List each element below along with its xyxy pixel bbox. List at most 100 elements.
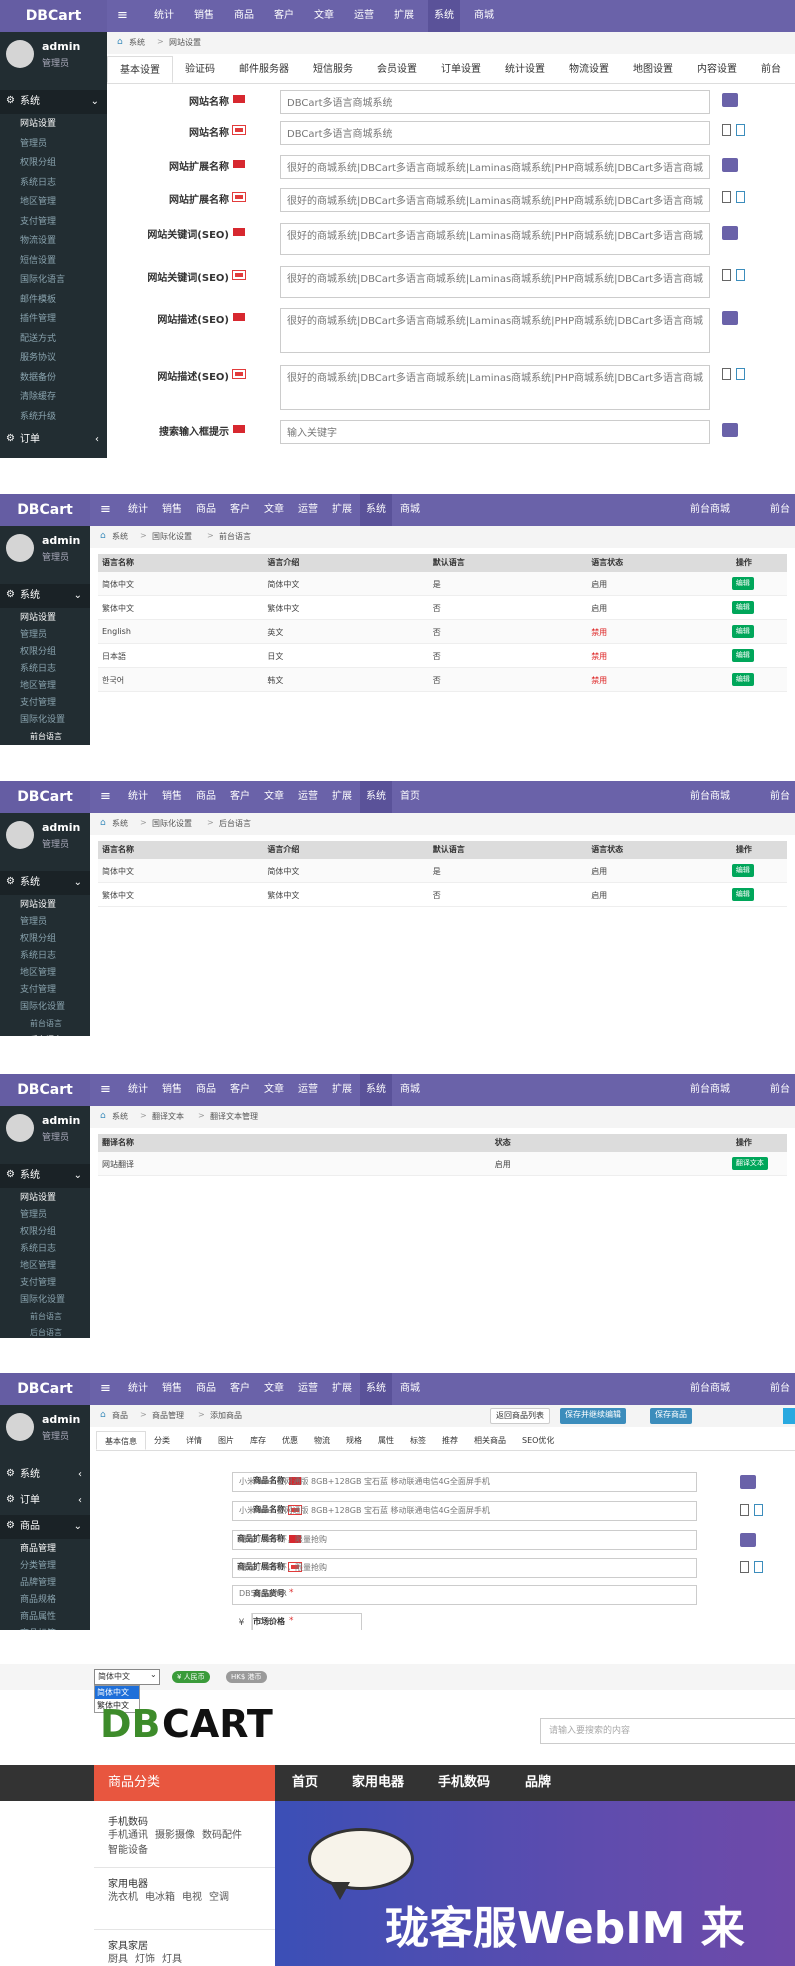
breadcrumb-item[interactable]: 国际化设置 [152,819,192,828]
sidebar-item[interactable]: 地区管理 [20,1261,57,1271]
menu-item[interactable]: 客户 [230,504,250,515]
breadcrumb-item[interactable]: 翻译文本管理 [210,1112,258,1121]
action-button[interactable]: 保存并继续编辑 [560,1408,626,1424]
menu-item[interactable]: 商品 [196,504,216,515]
sidebar-item[interactable]: 配送方式 [20,333,57,344]
sidebar-subitem[interactable]: 前台语言 [30,1019,62,1028]
breadcrumb-item[interactable]: 翻译文本 [152,1112,184,1121]
edit-button[interactable]: 编辑 [731,864,754,877]
sidebar-item[interactable]: 国际化设置 [20,715,66,725]
breadcrumb-item[interactable]: 系统 [112,532,128,541]
edit-button[interactable]: 翻译文本 [731,1157,768,1170]
copy-icon[interactable] [722,124,731,136]
menu-item[interactable]: 文章 [264,504,284,515]
breadcrumb-item[interactable]: 商品管理 [152,1411,184,1420]
text-input[interactable]: 输入关键字 [280,420,710,444]
sidebar-item[interactable]: 清除缓存 [20,392,57,402]
sidebar-item[interactable]: 网站设置 [20,119,57,129]
menu-item[interactable]: 系统 [428,0,460,32]
tab[interactable]: 内容设置 [697,64,737,75]
tab[interactable]: 规格 [346,1436,362,1445]
action-button[interactable]: 保存商品 [650,1408,692,1424]
menu-item[interactable]: 商品 [196,1084,216,1095]
menu-item[interactable]: 系统 [360,781,392,813]
text-input[interactable]: 小米Mix3 全网通版 8GB+128GB 宝石蓝 移动联通电信4G全面屏手机 [232,1501,697,1521]
sidebar-group[interactable]: ⚙ 订单 ‹ [0,428,107,452]
sidebar-item[interactable]: 系统日志 [20,1244,57,1254]
top-link[interactable]: 前台 [770,1084,790,1095]
sidebar-group[interactable]: ⚙ 系统 ⌄ [0,1164,90,1188]
translate-button[interactable] [722,158,738,172]
search-input[interactable]: 请输入要搜索的内容 [540,1718,795,1744]
top-link[interactable]: 前台 [770,1383,790,1394]
sidebar-item[interactable]: 权限分组 [20,1227,57,1237]
tab[interactable]: 属性 [378,1436,394,1445]
menu-item[interactable]: 系统 [360,494,392,526]
menu-item[interactable]: 销售 [162,504,182,515]
top-link[interactable]: 前台商城 [690,791,730,802]
sidebar-item[interactable]: 支付管理 [20,1278,57,1288]
tab[interactable]: 地图设置 [633,64,673,75]
menu-item[interactable]: 首页 [400,791,420,802]
sidebar-item[interactable]: 网站设置 [20,900,57,910]
sidebar-item[interactable]: 地区管理 [20,197,57,207]
sidebar-item[interactable]: 邮件模板 [20,294,57,305]
menu-item[interactable]: 扩展 [394,10,414,21]
top-link[interactable]: 前台商城 [690,504,730,515]
translate-button[interactable] [740,1475,756,1489]
copy-icon[interactable] [722,191,731,203]
menu-item[interactable]: 商品 [196,1383,216,1394]
menu-item[interactable]: 运营 [298,504,318,515]
tab[interactable]: 库存 [250,1436,266,1445]
sidebar-item[interactable]: 短信设置 [20,255,57,266]
sidebar-item[interactable]: 系统日志 [20,664,57,674]
tab[interactable]: 图片 [218,1436,234,1445]
tab[interactable]: 邮件服务器 [239,64,289,75]
sidebar-item[interactable]: 地区管理 [20,681,57,691]
category-item[interactable]: 电冰箱 [145,1892,175,1903]
menu-item[interactable]: 商品 [234,10,254,21]
nav-item[interactable]: 首页 [292,1775,319,1790]
sidebar-item[interactable]: 管理员 [20,138,48,149]
sidebar-subitem[interactable]: 前台语言 [30,732,62,741]
edit-button[interactable]: 编辑 [731,625,754,638]
category-name[interactable]: 家具家居 [108,1941,148,1952]
brand[interactable]: DBCart [0,1074,90,1106]
text-input[interactable]: DBCart多语言商城系统 [280,121,710,145]
sidebar-item[interactable]: 商品规格 [20,1595,57,1605]
sidebar-item[interactable]: 支付管理 [20,698,57,708]
sidebar-item[interactable]: 国际化设置 [20,1002,66,1012]
sidebar-item[interactable]: 商品管理 [20,1544,57,1554]
menu-item[interactable]: 统计 [128,1084,148,1095]
menu-item[interactable]: 客户 [274,10,294,21]
menu-item[interactable]: 运营 [298,1084,318,1095]
copy-icon[interactable] [736,269,745,281]
copy-icon[interactable] [740,1504,749,1516]
logo-cart[interactable]: CART [162,1702,273,1746]
brand[interactable]: DBCart [0,1373,90,1405]
category-item[interactable]: 洗衣机 [108,1892,138,1903]
text-input[interactable]: DBCart多语言商城系统 [280,90,710,114]
tab[interactable]: 统计设置 [505,64,545,75]
sidebar-item[interactable]: 管理员 [20,917,48,927]
text-input[interactable]: 很好的商城系统|DBCart多语言商城系统|Laminas商城系统|PHP商城系… [280,223,710,255]
top-link[interactable]: 前台 [770,791,790,802]
sidebar-item[interactable]: 权限分组 [20,158,57,168]
menu-item[interactable]: 销售 [162,791,182,802]
menu-item[interactable]: 销售 [162,1383,182,1394]
edit-button[interactable]: 编辑 [731,888,754,901]
menu-item[interactable]: 统计 [154,10,174,21]
nav-item[interactable]: 品牌 [525,1775,552,1790]
sidebar-subitem[interactable]: 前台语言 [30,1312,62,1321]
menu-item[interactable]: 商城 [400,504,420,515]
breadcrumb-item[interactable]: 前台语言 [219,532,251,541]
translate-button[interactable] [722,93,738,107]
menu-item[interactable]: 扩展 [332,1383,352,1394]
menu-item[interactable]: 商城 [400,1084,420,1095]
menu-item[interactable]: 扩展 [332,791,352,802]
tab[interactable]: 前台 [761,64,781,75]
category-name[interactable]: 家用电器 [108,1879,148,1890]
menu-item[interactable]: 销售 [162,1084,182,1095]
copy-icon[interactable] [722,269,731,281]
menu-item[interactable]: 系统 [360,1373,392,1405]
